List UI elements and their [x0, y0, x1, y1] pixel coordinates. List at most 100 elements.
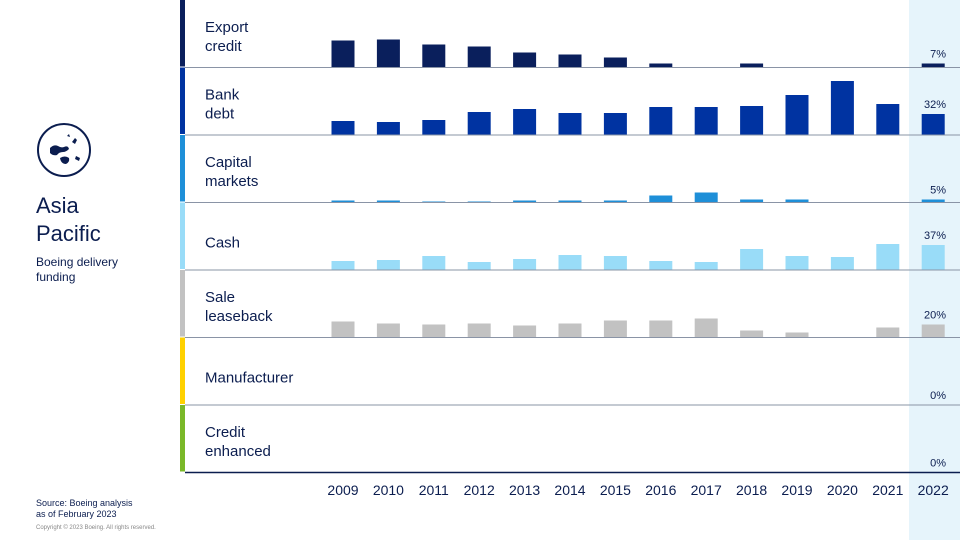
globe-icon — [37, 123, 91, 177]
bar-2-2016 — [649, 195, 673, 203]
value-label-2022-3: 37% — [924, 230, 946, 242]
bar-2-2014 — [558, 200, 582, 203]
bar-3-2012 — [467, 262, 491, 270]
x-tick-label-2014: 2014 — [554, 482, 585, 498]
x-tick-label-2010: 2010 — [373, 482, 404, 498]
bar-1-2012 — [467, 112, 491, 135]
value-label-2022-2: 5% — [930, 185, 946, 197]
bar-1-2018 — [740, 106, 764, 135]
bar-2-2010 — [376, 200, 400, 203]
bar-1-2019 — [785, 95, 809, 135]
bar-1-2022 — [921, 114, 945, 135]
bar-1-2011 — [422, 120, 446, 135]
bar-3-2011 — [422, 256, 446, 270]
x-tick-label-2019: 2019 — [781, 482, 812, 498]
bar-0-2009 — [331, 40, 355, 68]
bar-0-2012 — [467, 46, 491, 68]
bar-2-2015 — [603, 200, 627, 203]
bar-0-2015 — [603, 57, 627, 68]
bar-3-2019 — [785, 256, 809, 270]
x-tick-label-2013: 2013 — [509, 482, 540, 498]
value-label-2022-0: 7% — [930, 49, 946, 61]
x-tick-label-2022: 2022 — [918, 482, 949, 498]
bar-0-2016 — [649, 63, 673, 68]
series-stripe-5 — [180, 337, 185, 404]
bar-1-2020 — [830, 81, 854, 135]
bar-1-2013 — [513, 109, 537, 135]
bar-4-2010 — [376, 323, 400, 338]
bar-1-2021 — [876, 104, 900, 135]
bar-4-2021 — [876, 327, 900, 338]
series-stripe-4 — [180, 270, 185, 337]
left-panel: Asia Pacific Boeing delivery funding Sou… — [0, 0, 180, 540]
bar-1-2015 — [603, 113, 627, 135]
bar-1-2014 — [558, 113, 582, 135]
series-stripe-0 — [180, 0, 185, 67]
bar-4-2017 — [694, 318, 718, 338]
series-label-6: Credit enhanced — [205, 424, 271, 460]
bar-3-2013 — [513, 259, 537, 270]
x-tick-label-2012: 2012 — [464, 482, 495, 498]
copyright-note: Copyright © 2023 Boeing. All rights rese… — [36, 525, 156, 531]
bar-4-2012 — [467, 323, 491, 338]
bar-0-2010 — [376, 39, 400, 68]
bar-2-2018 — [740, 199, 764, 203]
bar-4-2014 — [558, 323, 582, 338]
bar-4-2019 — [785, 332, 809, 338]
value-label-2022-4: 20% — [924, 310, 946, 322]
bar-0-2011 — [422, 44, 446, 68]
series-label-0: Export credit — [205, 19, 249, 55]
bar-3-2017 — [694, 262, 718, 270]
series-stripe-6 — [180, 405, 185, 472]
series-stripe-3 — [180, 202, 185, 269]
series-stripe-1 — [180, 67, 185, 134]
bar-1-2010 — [376, 122, 400, 135]
series-label-1: Bank debt — [205, 87, 240, 123]
series-stripe-2 — [180, 135, 185, 202]
bar-0-2022 — [921, 63, 945, 68]
bar-4-2018 — [740, 330, 764, 338]
bar-2-2017 — [694, 192, 718, 203]
bar-3-2010 — [376, 260, 400, 270]
value-label-2022-6: 0% — [930, 458, 946, 470]
bar-0-2013 — [513, 52, 537, 68]
bar-4-2011 — [422, 324, 446, 338]
bar-4-2016 — [649, 320, 673, 338]
bar-1-2016 — [649, 107, 673, 135]
bar-3-2020 — [830, 257, 854, 270]
series-label-2: Capital markets — [205, 154, 258, 190]
bar-0-2014 — [558, 54, 582, 68]
bar-3-2015 — [603, 256, 627, 270]
bar-3-2018 — [740, 249, 764, 270]
series-label-3: Cash — [205, 235, 240, 252]
bar-2-2009 — [331, 200, 355, 203]
bar-4-2015 — [603, 320, 627, 338]
bar-3-2014 — [558, 255, 582, 270]
bar-0-2018 — [740, 63, 764, 68]
bar-4-2013 — [513, 325, 537, 338]
x-tick-label-2018: 2018 — [736, 482, 767, 498]
x-tick-label-2017: 2017 — [691, 482, 722, 498]
bar-4-2022 — [921, 324, 945, 338]
source-note: Source: Boeing analysis as of February 2… — [36, 498, 133, 519]
x-tick-label-2021: 2021 — [872, 482, 903, 498]
x-tick-label-2009: 2009 — [327, 482, 358, 498]
bar-3-2021 — [876, 244, 900, 270]
bar-2-2019 — [785, 199, 809, 203]
bar-3-2009 — [331, 261, 355, 270]
chart-subtitle: Boeing delivery funding — [36, 255, 119, 284]
bar-1-2017 — [694, 107, 718, 135]
region-title: Asia Pacific — [36, 193, 101, 246]
x-tick-label-2015: 2015 — [600, 482, 631, 498]
x-tick-label-2011: 2011 — [419, 482, 449, 498]
bar-3-2022 — [921, 245, 945, 270]
value-label-2022-1: 32% — [924, 99, 946, 111]
bar-4-2009 — [331, 321, 355, 338]
x-tick-label-2020: 2020 — [827, 482, 858, 498]
value-label-2022-5: 0% — [930, 390, 946, 402]
series-label-5: Manufacturer — [205, 370, 293, 387]
bar-1-2009 — [331, 121, 355, 135]
bar-3-2016 — [649, 261, 673, 270]
series-label-4: Sale leaseback — [205, 289, 273, 325]
